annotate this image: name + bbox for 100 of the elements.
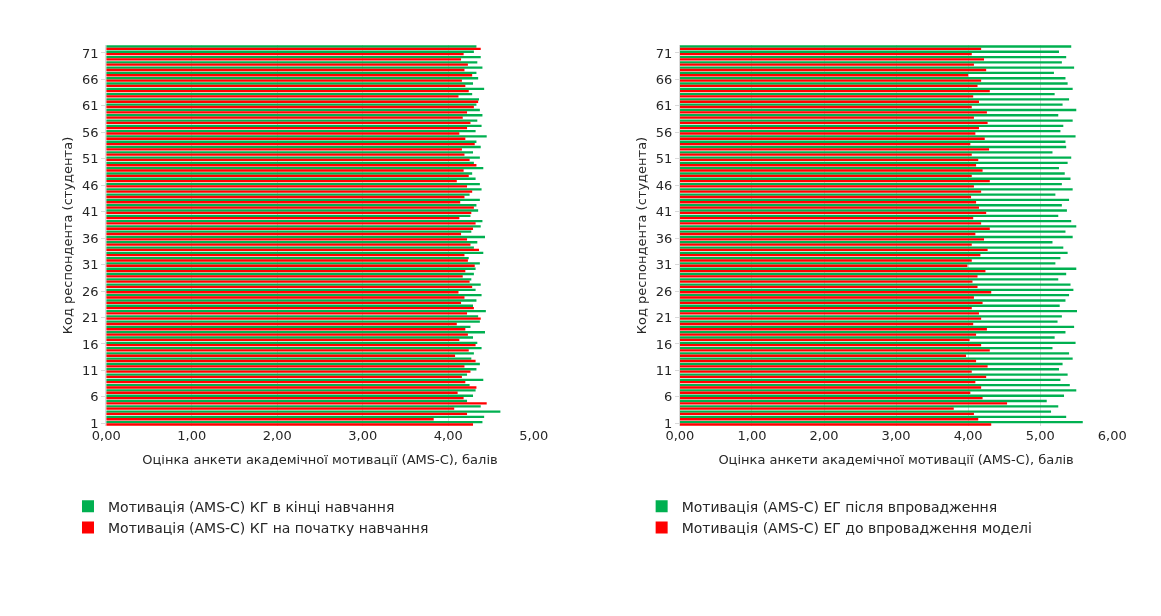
bar [679,262,1056,265]
bar [679,209,1067,212]
bar [106,336,474,339]
bar [679,169,983,172]
y-tick-label: 41 [82,204,99,220]
bar [106,312,468,315]
bar [106,407,455,410]
bar [106,296,465,299]
x-tick-label: 1,00 [177,428,207,443]
bar [679,370,972,373]
bar [106,333,468,336]
bar [679,58,985,61]
y-tick-label: 51 [655,151,673,167]
bar [106,153,465,156]
bar [106,82,474,85]
bar [106,172,473,175]
bar [106,225,481,228]
bar [106,132,460,135]
bar [679,61,1062,64]
y-tick-label: 31 [82,257,99,273]
bar [106,352,474,355]
bar [106,66,483,69]
bar [679,116,974,119]
bar [679,246,1064,249]
bar [679,312,979,315]
y-axis-title: Код респондента (студента) [60,136,76,335]
y-tick-label: 61 [655,98,673,114]
x-tick-label: 1,00 [737,428,767,443]
bar [679,172,1065,175]
bar [679,352,1070,355]
bar [679,407,954,410]
x-tick-label: 2,00 [809,428,839,443]
bar [679,280,973,283]
bar [679,389,1077,392]
bar [106,283,481,286]
bar [679,135,1076,138]
y-tick-label: 26 [655,283,673,299]
y-tick-label: 11 [655,362,673,378]
y-tick-label: 56 [82,124,99,140]
bar [679,79,982,82]
bar [106,222,476,225]
bar [106,45,477,48]
bar [679,132,976,135]
y-tick-label: 31 [655,257,673,273]
bar [679,349,990,352]
x-tick-label: 0,00 [665,428,695,443]
bar [106,169,464,172]
y-tick-label: 66 [655,71,673,87]
x-tick-label: 3,00 [881,428,911,443]
x-axis-title: Оцінка анкети академічної мотивації (AMS-C), балів [718,451,1074,467]
bar [679,82,1068,85]
bar [679,373,1068,376]
bar [679,243,972,246]
bar [106,209,479,212]
bar [679,206,979,209]
bar [679,299,1066,302]
bar [679,296,974,299]
bar [106,116,463,119]
y-tick-label: 36 [82,230,99,246]
bar [679,283,1071,286]
bar [106,410,501,413]
bar [106,61,478,64]
bar [106,156,480,159]
legend-label: Мотивація (AMS-C) ЕГ до впровадження моделі [681,520,1032,537]
bar [679,320,1058,323]
y-tick-label: 46 [82,177,99,193]
x-axis-title: Оцінка анкети академічної мотивації (AMS-C), балів [142,451,498,467]
bar [106,262,480,265]
x-tick-label: 2,00 [262,428,292,443]
bar [679,402,1008,405]
y-tick-label: 1 [663,415,673,431]
x-tick-label: 4,00 [433,428,463,443]
bar [679,315,1062,318]
y-tick-label: 41 [655,204,673,220]
bar [679,153,972,156]
bar [679,259,972,262]
x-tick-label: 3,00 [348,428,378,443]
bar [106,119,478,122]
y-tick-label: 6 [90,389,99,405]
y-tick-label: 56 [655,124,673,140]
bar [106,148,462,151]
bar [106,79,462,82]
y-tick-label: 66 [82,71,99,87]
bar [679,95,974,98]
bar [106,95,459,98]
bar [106,135,487,138]
bar [679,410,1052,413]
bar [679,45,1072,48]
bar [679,275,978,278]
y-tick-label: 16 [82,336,99,352]
bar [106,423,474,426]
bar [679,98,1070,101]
y-tick-label: 21 [82,310,99,326]
bar [679,333,977,336]
bar [679,188,1073,191]
x-tick-label: 5,00 [1025,428,1055,443]
bar [679,193,1056,196]
bar [106,349,469,352]
bar [679,386,982,389]
bar [679,156,1072,159]
